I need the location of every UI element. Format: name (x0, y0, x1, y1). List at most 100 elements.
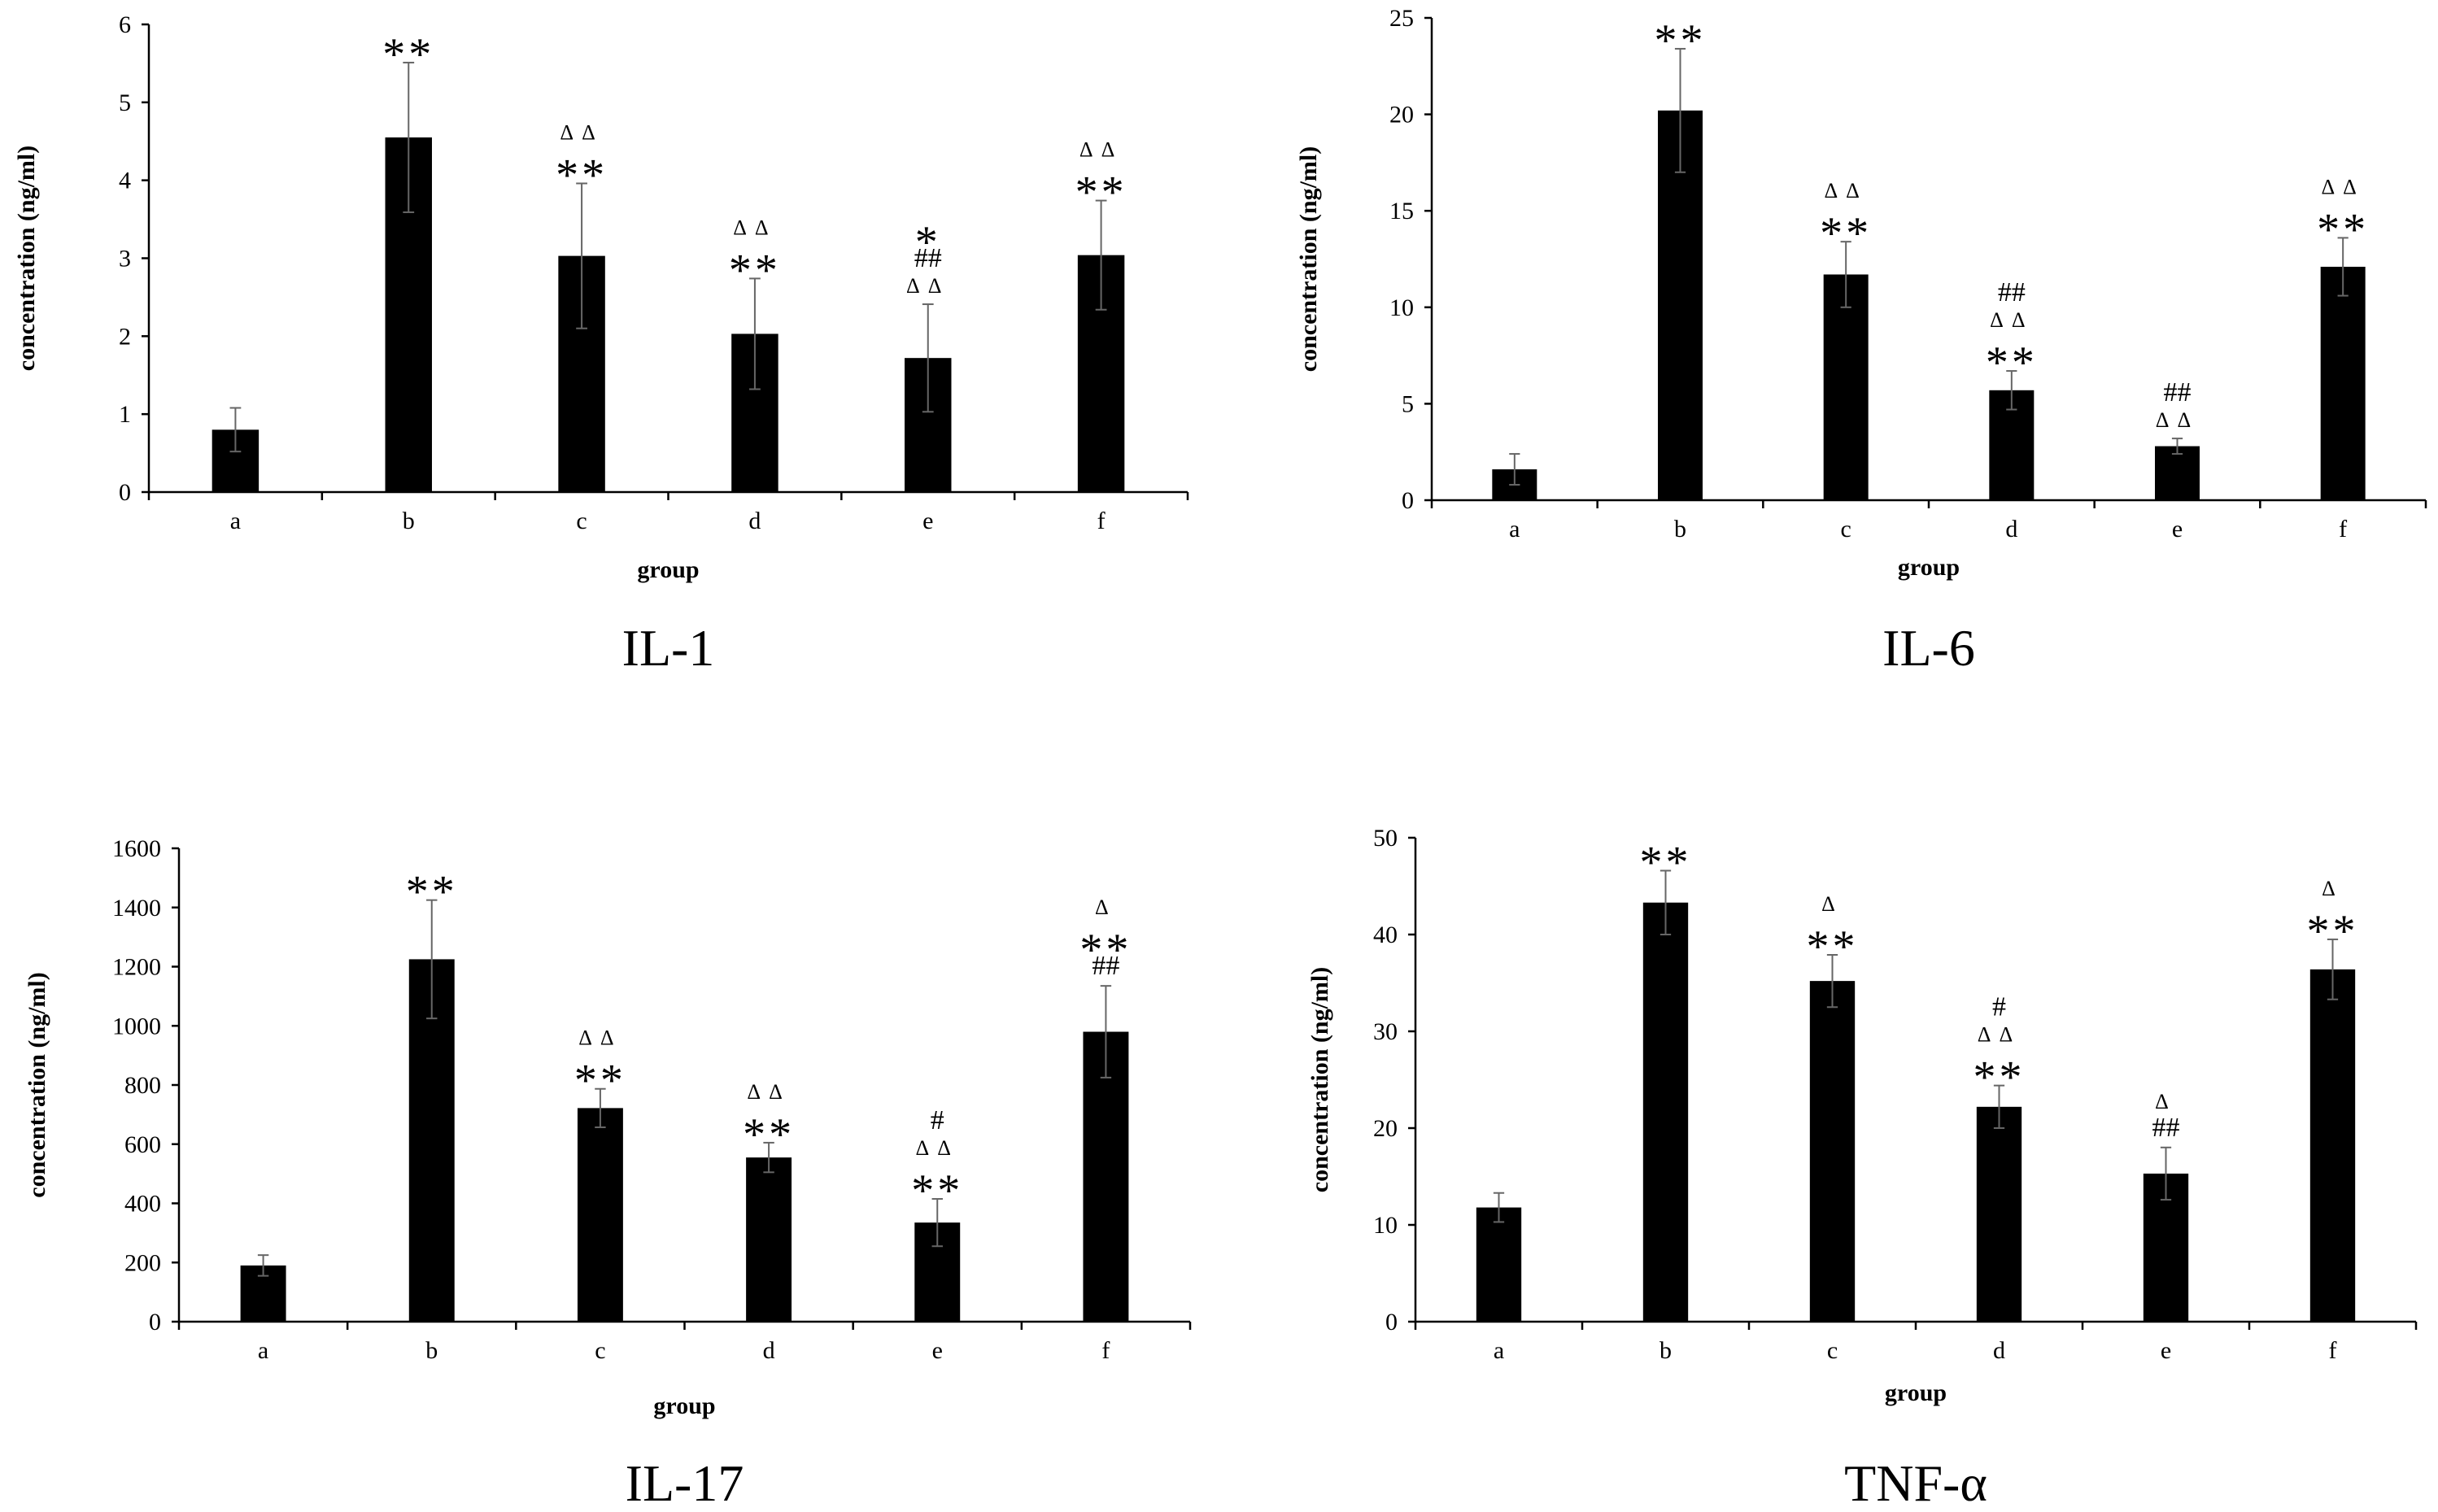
significance-marker: Δ (2155, 1090, 2177, 1113)
y-tick-label: 400 (124, 1191, 161, 1218)
x-axis-label: group (637, 556, 699, 583)
y-tick-label: 0 (1402, 487, 1414, 514)
significance-marker: ΔΔ (747, 1080, 790, 1104)
y-tick-label: 10 (1373, 1212, 1398, 1239)
significance-marker: ## (1092, 951, 1119, 981)
x-tick-label-a: a (258, 1337, 268, 1364)
x-tick-label-a: a (230, 508, 241, 534)
significance-marker: Δ (2322, 877, 2344, 900)
x-tick-label-f: f (1097, 508, 1106, 534)
y-tick-label: 800 (124, 1072, 161, 1099)
panel-title: TNF-α (1844, 1454, 1987, 1512)
x-tick-label-f: f (2329, 1337, 2337, 1364)
significance-marker: ΔΔ (1079, 138, 1123, 162)
significance-marker: * (915, 217, 941, 268)
bar-a (1476, 1207, 1522, 1322)
y-tick-label: 20 (1373, 1115, 1398, 1142)
significance-marker: ## (1998, 277, 2026, 307)
y-axis-label: concentration (ng/ml) (1295, 146, 1322, 372)
bar-d (746, 1157, 792, 1322)
x-tick-label-c: c (1841, 516, 1851, 542)
significance-marker: ** (1820, 208, 1872, 259)
x-tick-label-d: d (2005, 516, 2017, 542)
x-tick-label-e: e (932, 1337, 943, 1364)
bar-f (2320, 266, 2366, 500)
y-tick-label: 40 (1373, 922, 1398, 948)
significance-marker: ΔΔ (578, 1026, 621, 1050)
x-tick-label-f: f (2339, 516, 2347, 542)
bar-b (1658, 110, 1703, 500)
x-tick-label-d: d (1993, 1337, 2005, 1364)
significance-marker: ** (1807, 922, 1859, 972)
y-axis-label: concentration (ng/ml) (13, 146, 40, 371)
x-tick-label-b: b (403, 508, 415, 534)
significance-marker: ** (382, 29, 434, 80)
y-tick-label: 20 (1389, 102, 1414, 129)
x-tick-label-c: c (595, 1337, 605, 1364)
significance-marker: # (1992, 992, 2006, 1022)
x-tick-label-c: c (576, 508, 587, 534)
significance-marker: ## (914, 243, 942, 273)
significance-marker: # (931, 1105, 944, 1135)
y-tick-label: 3 (119, 246, 131, 272)
significance-marker: ΔΔ (1824, 179, 1867, 203)
y-tick-label: 1000 (112, 1013, 161, 1039)
significance-marker: ΔΔ (1990, 308, 2033, 332)
significance-marker: ΔΔ (906, 274, 949, 298)
y-axis-label: concentration (ng/ml) (1306, 967, 1333, 1192)
x-tick-label-f: f (1101, 1337, 1110, 1364)
y-tick-label: 5 (119, 89, 131, 116)
panel-title: IL-17 (626, 1454, 744, 1512)
x-tick-label-d: d (763, 1337, 775, 1364)
y-tick-label: 30 (1373, 1018, 1398, 1045)
x-tick-label-e: e (2172, 516, 2183, 542)
y-tick-label: 0 (119, 479, 131, 506)
bar-c (1823, 274, 1869, 500)
y-tick-label: 600 (124, 1131, 161, 1158)
y-tick-label: 5 (1402, 390, 1414, 417)
x-tick-label-c: c (1827, 1337, 1838, 1364)
significance-marker: ** (2307, 906, 2359, 956)
y-tick-label: 1400 (112, 895, 161, 922)
significance-marker: Δ (1095, 895, 1117, 919)
x-tick-label-b: b (1674, 516, 1686, 542)
y-tick-label: 200 (124, 1249, 161, 1276)
bar-c (1809, 981, 1856, 1322)
bar-b (1642, 902, 1689, 1322)
y-tick-label: 15 (1389, 198, 1414, 224)
y-tick-label: 1200 (112, 954, 161, 981)
significance-marker: ** (574, 1056, 626, 1106)
x-tick-label-e: e (2161, 1337, 2171, 1364)
y-tick-label: 1 (119, 401, 131, 428)
bar-b (408, 959, 455, 1322)
significance-marker: ΔΔ (1978, 1023, 2021, 1047)
significance-marker: Δ (1821, 892, 1843, 916)
bar-d (1976, 1106, 2022, 1322)
y-tick-label: 50 (1373, 825, 1398, 852)
x-tick-label-a: a (1509, 516, 1520, 542)
significance-marker: ΔΔ (733, 216, 776, 239)
significance-marker: ** (2317, 204, 2369, 255)
y-tick-label: 0 (1385, 1309, 1398, 1336)
bar-f (2309, 969, 2356, 1322)
x-tick-label-a: a (1494, 1337, 1504, 1364)
y-tick-label: 1600 (112, 835, 161, 862)
y-tick-label: 25 (1389, 5, 1414, 32)
bar-f (1083, 1031, 1129, 1322)
significance-marker: ΔΔ (916, 1136, 959, 1160)
bar-c (577, 1108, 623, 1322)
significance-marker: ** (1986, 338, 2038, 388)
significance-marker: ** (406, 867, 458, 917)
x-axis-label: group (653, 1392, 715, 1419)
panel-title: IL-6 (1882, 619, 1975, 677)
significance-marker: ** (1640, 837, 1692, 887)
significance-marker: ** (1974, 1052, 2026, 1103)
significance-marker: ** (729, 245, 781, 295)
y-tick-label: 10 (1389, 294, 1414, 321)
x-tick-label-b: b (425, 1337, 438, 1364)
significance-marker: ** (1655, 15, 1707, 66)
y-tick-label: 0 (149, 1309, 161, 1336)
